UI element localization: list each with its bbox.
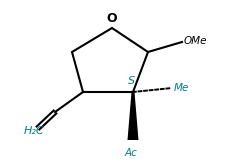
Text: Ac: Ac	[125, 148, 137, 158]
Text: H₂C: H₂C	[24, 126, 45, 136]
Polygon shape	[128, 92, 139, 140]
Text: Me: Me	[174, 83, 189, 93]
Text: O: O	[107, 12, 117, 25]
Text: OMe: OMe	[184, 36, 207, 46]
Text: S: S	[128, 76, 135, 86]
